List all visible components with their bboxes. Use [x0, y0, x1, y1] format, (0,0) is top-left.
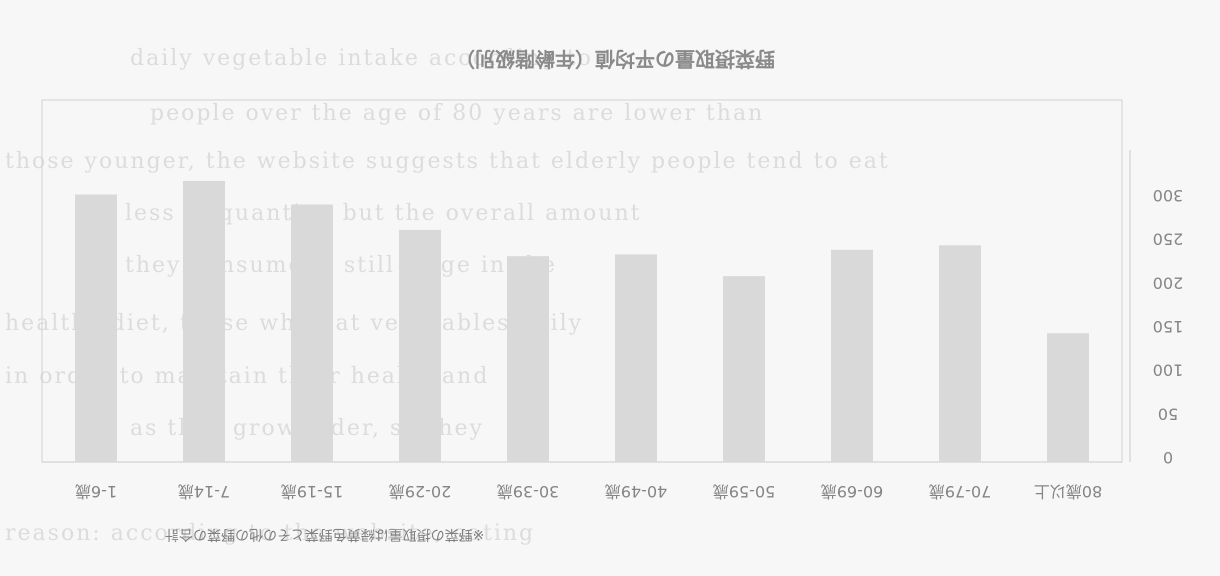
y-tick-label: 250 [1153, 230, 1184, 249]
x-tick-label: 60-69歳 [821, 482, 884, 501]
bar-2 [183, 181, 225, 462]
bar-10 [1047, 333, 1089, 462]
y-tick-label: 0 [1163, 448, 1173, 467]
bar-9 [939, 245, 981, 462]
x-tick-label: 30-39歳 [497, 482, 560, 501]
y-tick-label: 150 [1153, 317, 1184, 336]
y-tick-label: 300 [1153, 186, 1184, 205]
y-tick-label: 200 [1153, 273, 1184, 292]
x-tick-label: 80歳以上 [1034, 482, 1102, 501]
x-tick-label: 70-79歳 [929, 482, 992, 501]
chart-title: 野菜摂取量の平均値（年齢階級別） [455, 47, 775, 71]
x-tick-label: 50-59歳 [713, 482, 776, 501]
x-tick-label: 20-29歳 [389, 482, 452, 501]
bar-3 [291, 205, 333, 462]
x-tick-label: 7-14歳 [178, 482, 230, 501]
chart-note: ※野菜の摂取量は緑黄色野菜とその他の野菜の合計 [165, 526, 484, 543]
bar-5 [507, 256, 549, 462]
y-tick-label: 100 [1153, 361, 1184, 380]
bar-6 [615, 254, 657, 462]
x-tick-label: 40-49歳 [605, 482, 668, 501]
bar-1 [75, 195, 117, 462]
bar-4 [399, 230, 441, 462]
bar-7 [723, 276, 765, 462]
x-tick-label: 15-19歳 [281, 482, 344, 501]
x-tick-label: 1-6歳 [75, 482, 117, 501]
bar-8 [831, 250, 873, 462]
y-tick-label: 50 [1158, 404, 1178, 423]
